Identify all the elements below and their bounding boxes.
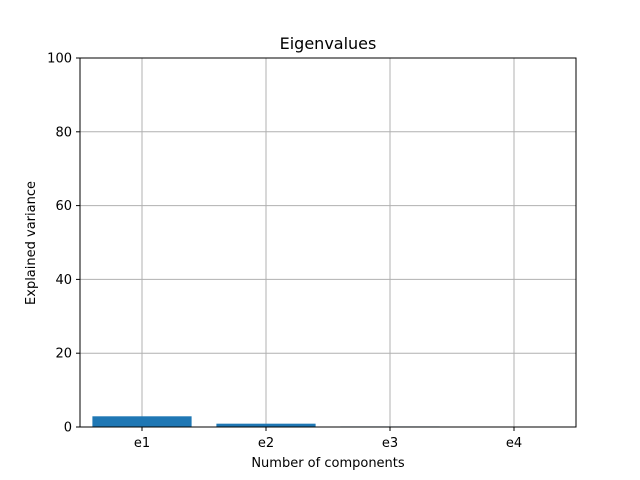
y-axis-ticks: 0 20 40 60 80 100 bbox=[47, 52, 80, 436]
x-tick-label: e1 bbox=[134, 436, 150, 451]
x-axis-ticks: e1 e2 e3 e4 bbox=[134, 427, 522, 451]
y-tick-label: 0 bbox=[64, 421, 72, 436]
chart-title: Eigenvalues bbox=[280, 34, 377, 53]
y-axis-label: Explained variance bbox=[24, 181, 39, 305]
x-axis-label: Number of components bbox=[251, 456, 405, 471]
y-tick-label: 40 bbox=[55, 273, 72, 288]
bar-e1 bbox=[92, 416, 192, 427]
y-tick-label: 80 bbox=[55, 125, 72, 140]
bars bbox=[92, 416, 564, 427]
x-tick-label: e4 bbox=[506, 436, 522, 451]
y-tick-label: 100 bbox=[47, 52, 72, 67]
bar-e2 bbox=[216, 423, 316, 427]
grid bbox=[80, 57, 576, 428]
y-tick-label: 60 bbox=[55, 199, 72, 214]
x-tick-label: e3 bbox=[382, 436, 398, 451]
x-tick-label: e2 bbox=[258, 436, 274, 451]
plot-frame bbox=[79, 57, 577, 428]
y-tick-label: 20 bbox=[55, 347, 72, 362]
